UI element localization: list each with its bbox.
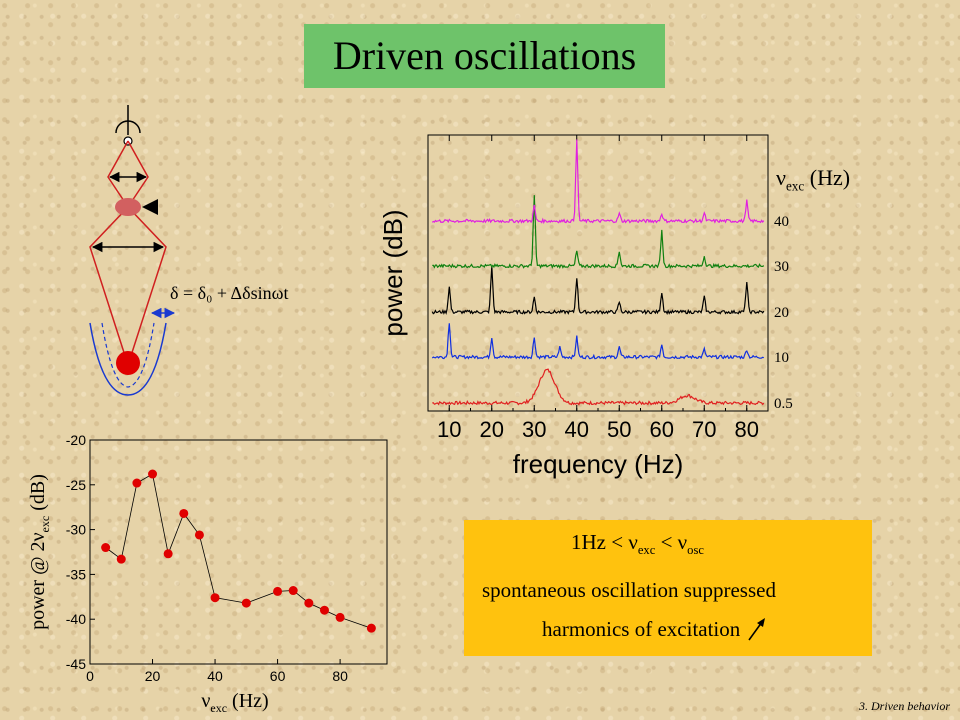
series-label: 30 <box>774 259 789 275</box>
y-tick-label: -35 <box>66 566 86 582</box>
x-tick-label: 60 <box>270 668 286 684</box>
info-box: 1Hz < νexc < νosc spontaneous oscillatio… <box>464 520 872 656</box>
page-title: Driven oscillations <box>304 24 665 88</box>
series-label: 10 <box>774 350 789 366</box>
box-text-line-2: spontaneous oscillation suppressed <box>482 578 776 602</box>
x-tick-label: 20 <box>480 417 504 442</box>
frequency-condition: 1Hz < νexc < νosc <box>571 530 704 558</box>
x-axis-label: νexc (Hz) <box>201 690 268 715</box>
x-tick-label: 60 <box>650 417 674 442</box>
pendulum-diagram <box>89 105 176 396</box>
data-point <box>116 554 126 564</box>
y-tick-label: -25 <box>66 477 86 493</box>
data-point <box>148 469 158 479</box>
y-axis-label: power @ 2νexc (dB) <box>27 474 52 630</box>
scatter-frame <box>89 439 388 665</box>
y-tick-label: -40 <box>66 611 86 627</box>
data-point <box>288 586 298 596</box>
x-tick-label: 30 <box>522 417 546 442</box>
x-tick-label: 50 <box>607 417 631 442</box>
plot-frame <box>427 134 769 412</box>
data-point <box>304 598 314 608</box>
data-point <box>163 549 173 559</box>
data-point <box>194 530 204 540</box>
x-tick-label: 10 <box>437 417 461 442</box>
data-point <box>101 543 111 553</box>
data-point <box>132 478 142 488</box>
data-point <box>335 612 345 622</box>
series-axis-label: νexc (Hz) <box>776 165 850 194</box>
x-axis-label: frequency (Hz) <box>513 449 684 479</box>
series-line-40 <box>431 139 765 225</box>
data-point <box>273 586 283 596</box>
box-text-line-3: harmonics of excitation <box>542 616 768 642</box>
data-point <box>319 605 329 615</box>
y-tick-label: -30 <box>66 522 86 538</box>
data-point <box>210 593 220 603</box>
y-tick-label: -20 <box>66 432 86 448</box>
arrow-up-icon <box>747 618 765 641</box>
data-point <box>366 623 376 633</box>
y-tick-label: -45 <box>66 656 86 672</box>
spectrum-chart: 10 20 30 40 50 60 70 80 frequency (Hz) power (dB)… <box>378 134 850 479</box>
x-tick-label: 0 <box>86 668 94 684</box>
data-point <box>179 508 189 518</box>
series-line-0.5 <box>432 368 765 406</box>
scatter-connecting-line <box>105 473 372 629</box>
series-label: 20 <box>774 305 789 321</box>
series-line-30 <box>432 195 765 270</box>
y-axis-label: power (dB) <box>378 209 408 336</box>
x-tick-label: 40 <box>565 417 589 442</box>
x-tick-label: 80 <box>735 417 759 442</box>
formula-label: δ = δ₀ + Δδsinωt <box>170 283 289 303</box>
series-line-20 <box>431 265 765 316</box>
power-scatter-chart: -20 -25 -30 -35 -40 -450 20 40 60 80 νexc (Hz) powe… <box>27 432 388 715</box>
x-tick-label: 80 <box>332 668 348 684</box>
x-tick-label: 20 <box>145 668 161 684</box>
footer-note: 3. Driven behavior <box>859 699 950 713</box>
data-point <box>241 598 251 608</box>
series-label: 0.5 <box>774 396 793 412</box>
x-tick-label: 40 <box>207 668 223 684</box>
series-line-10 <box>431 323 765 360</box>
series-label: 40 <box>774 214 789 230</box>
x-tick-label: 70 <box>692 417 716 442</box>
